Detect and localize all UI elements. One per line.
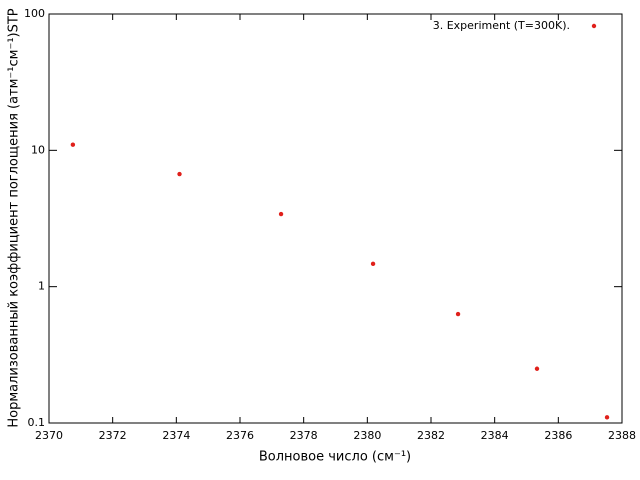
y-tick-label: 100 (24, 7, 45, 20)
point (604, 415, 610, 420)
point (177, 171, 182, 177)
x-tick-label: 2386 (544, 429, 572, 442)
plot-frame (48, 13, 623, 424)
point (70, 142, 76, 147)
y-tick-label: 0.1 (28, 416, 46, 429)
point (455, 311, 461, 317)
point (370, 261, 376, 267)
legend-label: 3. Experiment (T=300K). (433, 19, 570, 32)
x-tick-label: 2370 (35, 429, 63, 442)
x-tick-label: 2380 (353, 429, 381, 442)
x-tick-label: 2376 (226, 429, 254, 442)
x-tick-label: 2374 (162, 429, 190, 442)
point (534, 366, 540, 371)
y-tick-label: 1 (38, 280, 45, 293)
x-tick-label: 2372 (99, 429, 127, 442)
legend-marker (591, 23, 597, 29)
x-tick-label: 2388 (608, 429, 636, 442)
x-tick-label: 2382 (417, 429, 445, 442)
x-tick-label: 2378 (290, 429, 318, 442)
y-axis-title: Нормализованный коэффициент поглощения (… (7, 8, 22, 427)
y-tick-label: 10 (31, 143, 45, 156)
x-axis-title: Волновое число (см⁻¹) (259, 450, 411, 465)
point (278, 211, 284, 217)
x-tick-label: 2384 (481, 429, 509, 442)
